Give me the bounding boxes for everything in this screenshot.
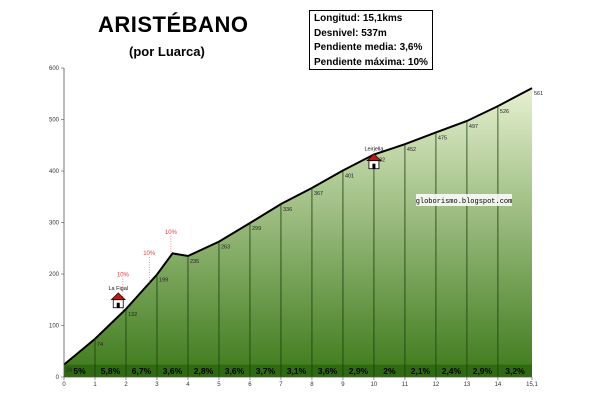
x-tick-label: 7 [279,382,283,388]
y-tick-label: 500 [49,118,60,124]
info-desnivel: Desnivel: 537m [314,27,387,39]
x-tick-label: 9 [341,382,345,388]
elevation-label: 336 [283,207,292,213]
x-tick-label: 6 [248,382,252,388]
elevation-label: 235 [190,259,199,265]
place-marker: La Figal [108,286,128,309]
info-longitud: Longitud: 15,1kms [314,13,403,24]
blog-watermark: globorismo.blogspot.com [416,194,513,206]
elevation-label: 132 [128,312,137,318]
house-door-icon [372,163,376,169]
elevation-label: 475 [438,135,447,141]
segment-gradient-label: 6,7% [132,366,152,376]
x-tick-label: 10 [371,382,378,388]
segment-gradient-label: 3,6% [225,366,245,376]
x-tick-label: 14 [495,382,502,388]
elevation-label: 263 [221,245,230,251]
elevation-label: 24 [66,368,72,374]
place-name: La Figal [108,286,128,292]
info-pendiente-media: Pendiente media: 3,6% [314,42,423,53]
elevation-label: 299 [252,226,261,232]
segment-gradient-label: 2% [383,366,396,376]
x-tick-label: 13 [464,382,471,388]
x-tick-label: 5 [217,382,221,388]
gradient-band-rect [64,364,532,377]
segment-gradient-label: 3,6% [163,366,183,376]
x-tick-label: 2 [124,382,128,388]
y-tick-label: 0 [56,375,60,381]
x-tick-label: 12 [433,382,440,388]
watermark-box [416,194,512,206]
peak-gradient-label: 10% [143,251,156,257]
segment-gradient-label: 2,8% [194,366,214,376]
segment-gradient-label: 3,6% [318,366,338,376]
y-tick-label: 100 [49,324,60,330]
place-marker: Leirjella [364,147,384,170]
watermark-text: globorismo.blogspot.com [416,198,513,206]
segment-gradient-label: 2,4% [442,366,462,376]
x-tick-label: 1 [93,382,97,388]
y-tick-label: 600 [49,66,60,72]
x-tick-label: 0 [62,382,66,388]
x-tick-label: 4 [186,382,190,388]
x-tick-label: 3 [155,382,159,388]
place-name: Leirjella [364,147,384,153]
elevation-label: 452 [407,147,416,153]
elevation-label: 367 [314,191,323,197]
elevation-label: 74 [97,342,103,348]
x-tick-label: 11 [402,382,409,388]
elevation-label: 561 [534,91,543,97]
peak-gradient-label: 10% [165,230,178,236]
info-box: Longitud: 15,1kms Desnivel: 537m Pendien… [309,10,433,70]
segment-gradient-label: 3,2% [505,366,525,376]
house-door-icon [116,302,120,308]
segment-gradient-label: 3,1% [287,366,307,376]
segment-gradient-label: 2,9% [349,366,369,376]
y-tick-label: 200 [49,272,60,278]
profile-fill [64,88,532,377]
info-pendiente-maxima: Pendiente máxima: 10% [314,56,428,68]
y-tick-label: 300 [49,221,60,227]
elevation-label: 526 [500,109,509,115]
x-tick-label: 15,1 [526,382,538,388]
labels: 2474132199235263299336367401432452475497… [66,91,543,376]
segment-gradient-label: 5% [73,366,86,376]
elevation-label: 401 [345,173,354,179]
chart-subtitle: (por Luarca) [129,44,205,59]
gradient-band [64,364,532,377]
segment-gradient-label: 5,8% [101,366,121,376]
segment-gradient-label: 3,7% [256,366,276,376]
elevation-label: 497 [469,124,478,130]
y-tick-label: 400 [49,169,60,175]
x-tick-label: 8 [310,382,314,388]
chart-title: ARISTÉBANO [98,12,249,37]
profile-area [63,87,533,377]
peak-gradient-label: 10% [117,273,130,279]
elevation-label: 199 [159,278,168,284]
segment-gradient-label: 2,9% [473,366,493,376]
segment-gradient-label: 2,1% [411,366,431,376]
km-dividers [94,106,499,377]
